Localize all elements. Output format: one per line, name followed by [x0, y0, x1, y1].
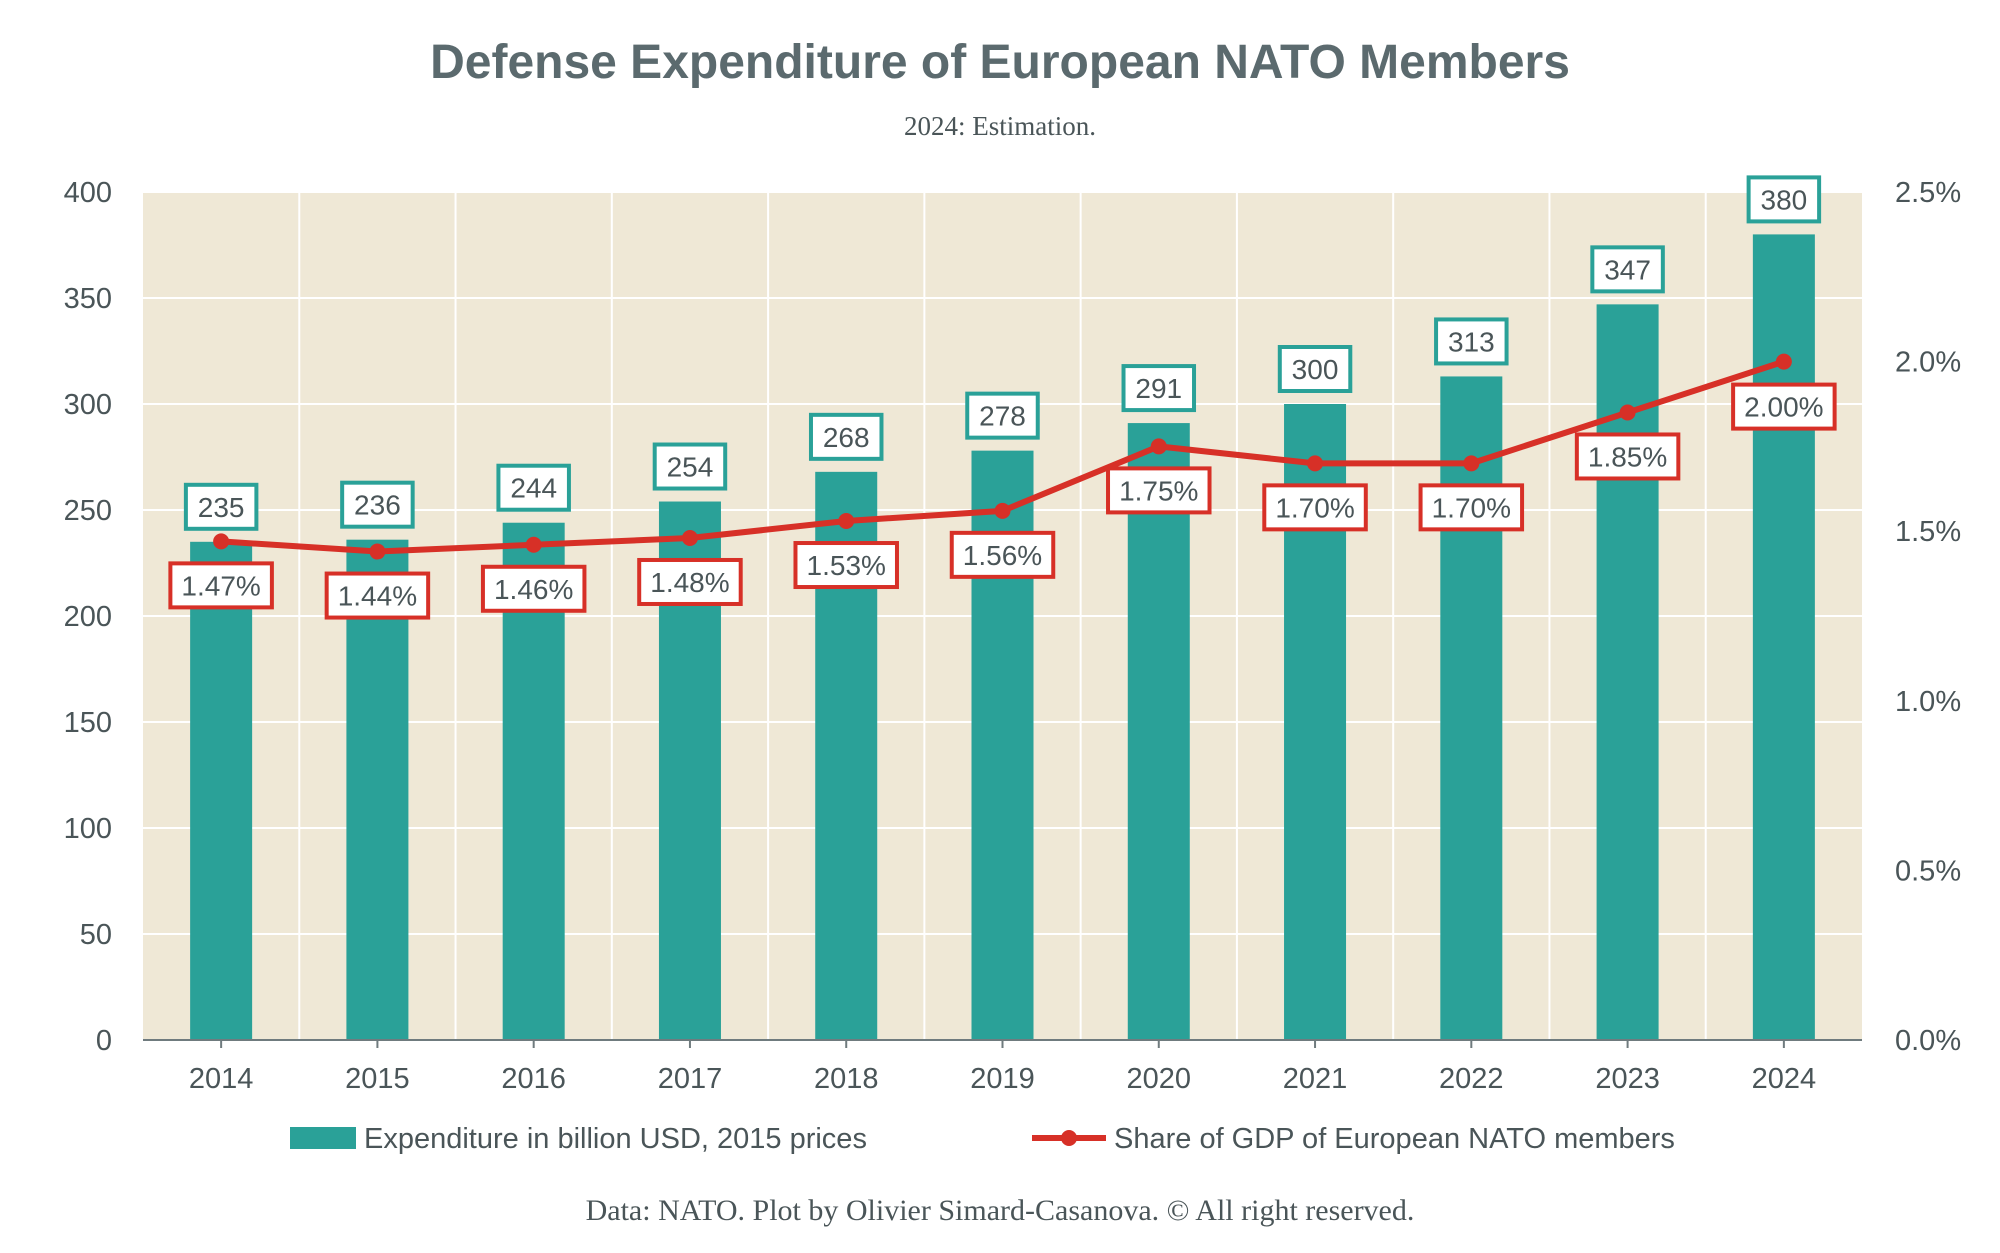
line-point	[994, 502, 1011, 519]
line-point	[525, 536, 542, 553]
bar-data-label-box	[965, 391, 1040, 440]
bar-data-label-box	[183, 482, 259, 531]
line-data-label-box	[324, 571, 431, 620]
y-left-tick-label: 50	[80, 919, 112, 951]
legend: Expenditure in billion USD, 2015 prices S…	[290, 1123, 1675, 1155]
bar	[1596, 304, 1659, 1040]
line-data-label: 1.44%	[338, 581, 417, 612]
bar-data-label: 268	[823, 422, 870, 453]
legend-label-line: Share of GDP of European NATO members	[1114, 1123, 1675, 1155]
bar-data-label-box	[1590, 245, 1665, 294]
y-left-tick-label: 250	[64, 495, 112, 527]
line-data-label: 2.00%	[1744, 392, 1823, 423]
bar	[346, 539, 409, 1040]
x-tick-label: 2020	[1127, 1063, 1192, 1095]
line-data-label: 1.48%	[650, 567, 729, 598]
x-tick-label: 2019	[970, 1063, 1035, 1095]
line-data-label: 1.70%	[1275, 492, 1354, 523]
chart-title: Defense Expenditure of European NATO Mem…	[430, 36, 1570, 89]
line-data-label-box	[168, 561, 274, 610]
y-left-tick-label: 150	[64, 707, 112, 739]
bar	[1440, 376, 1503, 1040]
plot-area: 0 50 100 150 200 250 300 350 400 0.0% 0.5% 1.0% 1.5%…	[64, 175, 1961, 1095]
bar-data-label: 300	[1292, 354, 1339, 385]
line-point	[1307, 455, 1324, 472]
line-point	[1619, 404, 1636, 421]
line-data-label-box	[1574, 432, 1681, 481]
bar-data-label: 380	[1761, 184, 1808, 215]
line-data-label-box	[1418, 483, 1525, 532]
line-point	[1463, 455, 1480, 472]
bar-data-label-box	[1746, 175, 1822, 224]
x-tick-label: 2016	[501, 1063, 566, 1095]
line-data-label-box	[1106, 466, 1212, 515]
chart-caption: Data: NATO. Plot by Olivier Simard-Casan…	[586, 1194, 1415, 1227]
line-point	[369, 543, 386, 560]
line-data-label: 1.75%	[1119, 475, 1198, 506]
bar-data-label: 235	[198, 492, 245, 523]
bar-data-label-box	[1277, 345, 1353, 393]
bar-data-label-box	[340, 480, 415, 529]
bar-data-label-box	[1434, 317, 1509, 366]
y-right-tick-label: 1.5%	[1895, 516, 1961, 548]
x-tick-label: 2018	[814, 1063, 879, 1095]
bar	[1127, 423, 1190, 1041]
y-right-tick-label: 0.0%	[1895, 1025, 1961, 1057]
y-left-tick-label: 350	[64, 283, 112, 315]
bar-data-label: 313	[1448, 326, 1495, 357]
y-right-tick-label: 0.5%	[1895, 855, 1961, 887]
line-data-label-box	[793, 541, 899, 590]
y-left-tick-label: 300	[64, 389, 112, 421]
x-tick-label: 2023	[1595, 1063, 1660, 1095]
x-tick-label: 2017	[658, 1063, 723, 1095]
bar-data-label: 347	[1604, 254, 1651, 285]
line-point	[1150, 438, 1167, 455]
legend-swatch-bar	[290, 1127, 356, 1149]
line-data-label: 1.56%	[963, 540, 1042, 571]
line-data-label: 1.46%	[494, 574, 573, 605]
line-data-label-box	[1262, 483, 1368, 532]
bar-data-label: 278	[979, 401, 1026, 432]
bar-data-label-box	[652, 442, 728, 491]
x-tick-label: 2021	[1283, 1063, 1348, 1095]
chart-subtitle: 2024: Estimation.	[904, 111, 1096, 141]
line-point	[213, 533, 230, 550]
bar-data-label-box	[1121, 364, 1197, 413]
y-left-tick-label: 400	[64, 177, 112, 209]
x-tick-label: 2014	[189, 1063, 254, 1095]
line-data-label: 1.85%	[1588, 441, 1667, 472]
legend-swatch-point	[1061, 1130, 1077, 1146]
y-left-tick-label: 100	[64, 813, 112, 845]
y-right-tick-label: 1.0%	[1895, 686, 1961, 718]
line-data-label: 1.47%	[181, 570, 260, 601]
bar-data-label: 236	[354, 490, 401, 521]
line-point	[681, 529, 698, 546]
line-data-label: 1.70%	[1432, 492, 1511, 523]
bar-data-label: 244	[510, 473, 557, 504]
line-point	[1775, 353, 1792, 370]
y-right-tick-label: 2.0%	[1895, 347, 1961, 379]
line-data-label: 1.53%	[807, 550, 886, 581]
x-tick-label: 2022	[1439, 1063, 1504, 1095]
x-tick-label: 2015	[345, 1063, 410, 1095]
line-data-label-box	[1731, 382, 1837, 431]
bar-data-label-box	[496, 463, 571, 512]
bar-data-label-box	[808, 412, 884, 461]
bar-data-label: 291	[1135, 373, 1182, 404]
line-data-label-box	[637, 557, 743, 606]
y-left-tick-label: 0	[96, 1025, 112, 1057]
x-tick-label: 2024	[1752, 1063, 1817, 1095]
bar-data-label: 254	[667, 452, 714, 483]
line-data-label-box	[949, 530, 1056, 579]
y-left-tick-label: 200	[64, 601, 112, 633]
y-right-tick-label: 2.5%	[1895, 177, 1961, 209]
legend-label-bar: Expenditure in billion USD, 2015 prices	[364, 1123, 867, 1155]
bar	[190, 541, 253, 1040]
line-data-label-box	[480, 564, 587, 613]
line-point	[838, 513, 855, 530]
